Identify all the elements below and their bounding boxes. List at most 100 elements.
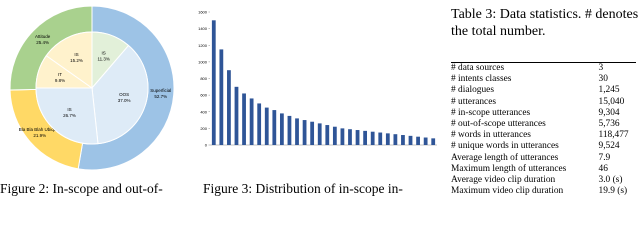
bar [242,93,246,145]
bar [295,118,299,145]
bar [393,134,398,145]
slice-label: OOS [119,92,129,97]
slice-value: 26.7% [63,113,76,118]
slice-label: Superficial [150,88,171,93]
bar [227,70,231,145]
slice-value: 37.0% [118,98,131,103]
y-tick-label: 1600 [198,10,208,15]
bar [302,120,307,145]
y-tick-label: 1400 [198,26,208,31]
table-cell: 118,477 [598,130,629,141]
slice [45,31,93,89]
slice-label: IT [58,72,62,77]
y-tick-label: 200 [200,126,207,131]
table-row: # dialogues 1,245 [451,85,636,96]
table-cell: 9,304 [598,107,620,118]
table-row: # data sources 3 [451,63,636,75]
table-cell: # words in utterances [451,130,531,141]
table-row: Maximum length of utterances 46 [451,164,636,175]
bar [332,126,337,145]
y-tick-label: 1000 [198,59,208,64]
table-cell: 46 [598,163,608,174]
slice-value: 21.9% [33,133,46,138]
bar [340,128,345,145]
slice-label: IS [74,52,78,57]
caption: Figure 2: In-scope and out-of- [0,181,163,196]
slice-label: Attitude [35,34,51,39]
table-row: # out-of-scope utterances 5,736 [451,119,636,130]
y-tick-label: 1200 [198,43,208,48]
slice-value: 52.7% [154,94,167,99]
table-cell: 1,245 [598,85,620,96]
slice-value: 25.4% [36,40,49,45]
table-cell: # out-of-scope utterances [451,119,546,130]
bar [234,86,239,145]
table-row: # in-scope utterances 9,304 [451,108,636,119]
y-tick-label: 800 [200,76,207,81]
table-cell: # dialogues [451,85,494,96]
caption: Figure 3: Distribution of in-scope in- [203,181,403,196]
table-cell: 9,524 [598,141,620,152]
bar [249,98,254,145]
bar [279,113,284,145]
table-cell: Average length of utterances [451,152,559,163]
table-row: # words in utterances 118,477 [451,130,636,141]
table-cell: 30 [598,74,608,85]
bar [348,129,352,145]
table-row: Average video clip duration 3.0 (s) [451,175,636,186]
bar [378,132,383,145]
table-row: # utterances 15,040 [451,97,636,108]
table-cell: Average video clip duration [451,175,556,186]
table-cell: 3.0 (s) [598,175,623,186]
bar [408,135,413,145]
y-tick-label: 400 [200,109,207,114]
table-row: # unique words in utterances 9,524 [451,141,636,152]
page: Superficial 52.7% Bla Bla Blah Ubiquity 21.… [0,5,639,197]
table-title: Table 3: Data statistics. # denotes the … [451,7,639,39]
bar [423,137,428,145]
slice-value: 11.3% [97,56,109,61]
table-cell: # data sources [451,63,505,73]
table-cell: 15,040 [598,96,625,107]
bar [264,107,269,145]
table-cell: Maximum length of utterances [451,163,567,174]
y-tick-label: 0 [205,143,208,148]
table-cell: 19.9 (s) [598,186,628,197]
table-cell: 5,736 [598,119,620,130]
slice-label: IS [67,107,71,112]
table-row: Maximum video clip duration 19.9 (s) [451,186,636,197]
slice [35,87,99,145]
table-cell: Maximum video clip duration [451,186,564,197]
bar [219,49,224,145]
slice-label: Bla Bla Blah Ubiquity [19,127,62,132]
bar [287,115,292,145]
slice-value: 9.8% [55,78,65,83]
bar [401,135,405,145]
slice [91,44,149,145]
bar [416,136,420,145]
table-cell: # intents classes [451,74,512,85]
bar [385,133,390,145]
table-cell: 7.9 [598,152,611,163]
bar [272,110,277,145]
y-tick-label: 600 [200,93,207,98]
bar [370,131,375,145]
bar [355,130,360,145]
table-cell: # utterances [451,96,497,107]
slice-label: IS [102,50,106,55]
table-cell: # unique words in utterances [451,141,559,152]
slice-value: 15.2% [70,58,83,63]
table-cell: # in-scope utterances [451,107,531,118]
bar [317,123,322,145]
bar [325,125,330,145]
table-row: # intents classes 30 [451,74,636,85]
table-row: Average length of utterances 7.9 [451,153,636,164]
bar [431,138,436,145]
bar [211,20,216,145]
bar [257,103,262,145]
bar [310,121,315,145]
table-cell: 3 [598,63,604,73]
bar [363,130,368,145]
table: # data sources 3 # intents classes 30 # dial… [451,62,636,197]
